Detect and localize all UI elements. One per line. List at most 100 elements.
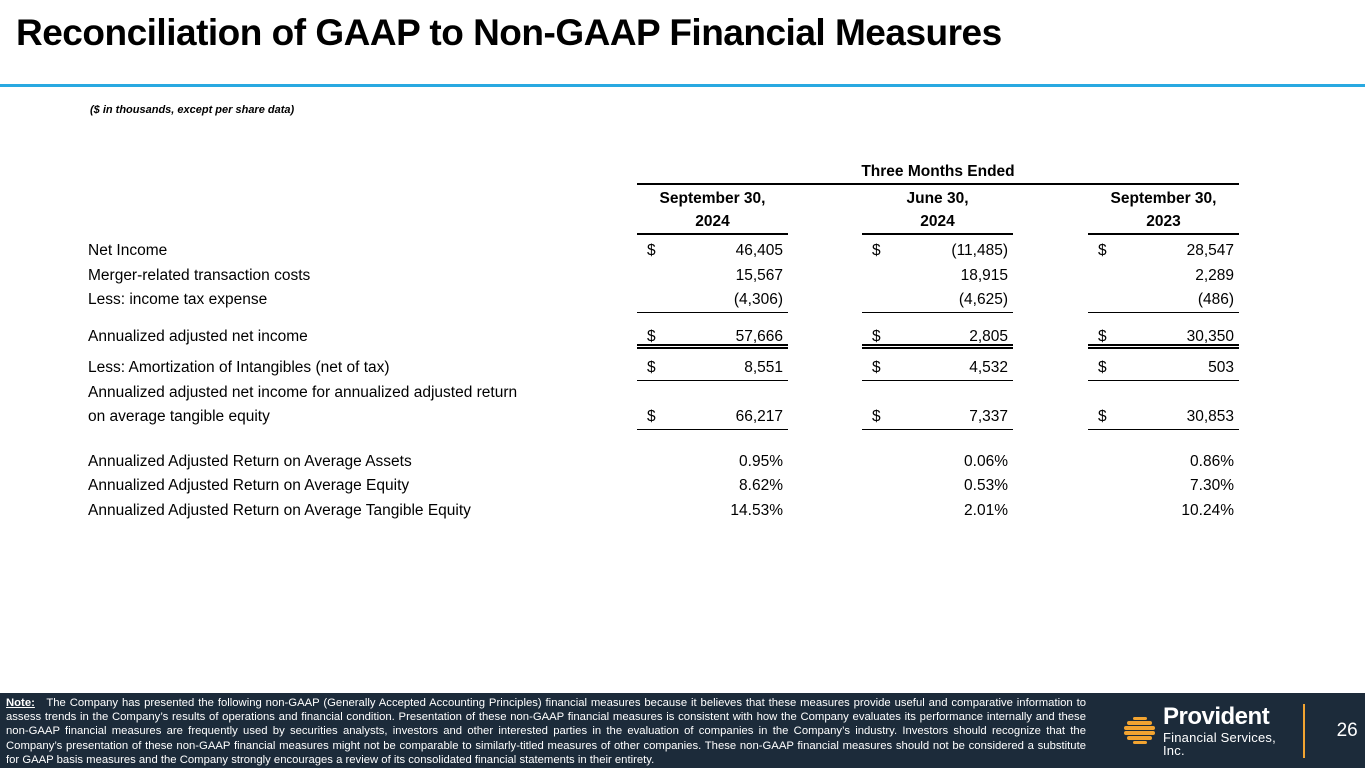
value: (11,485) — [951, 242, 1008, 259]
currency-symbol: $ — [647, 242, 656, 259]
value: 10.24% — [1181, 501, 1234, 519]
column-header-sep-2023: September 30, 2023 — [1088, 185, 1239, 235]
value: 8,551 — [744, 359, 783, 376]
value-cell: 0.95% — [637, 450, 788, 475]
value: 30,350 — [1186, 327, 1234, 345]
table-row-merger-costs: Merger-related transaction costs 15,567 … — [88, 264, 1239, 289]
table-row-amortization: Less: Amortization of Intangibles (net o… — [88, 356, 1239, 381]
value-cell: $57,666 — [637, 325, 788, 349]
brand-subtitle: Financial Services, Inc. — [1163, 729, 1276, 758]
value-cell: $46,405 — [637, 239, 788, 264]
value: 2,805 — [969, 327, 1008, 345]
value: 28,547 — [1186, 242, 1234, 259]
brand-divider — [1302, 703, 1306, 758]
value: (486) — [1197, 291, 1234, 308]
value: 2.01% — [964, 501, 1008, 519]
value-cell: $8,551 — [637, 356, 788, 381]
currency-symbol: $ — [1098, 327, 1107, 345]
value-cell: 0.06% — [862, 450, 1013, 475]
row-label: Net Income — [88, 242, 168, 259]
value-cell: 18,915 — [862, 264, 1013, 289]
value: 57,666 — [735, 327, 783, 345]
footer-bar: Note: The Company has presented the foll… — [0, 693, 1365, 768]
row-label: Less: income tax expense — [88, 291, 268, 308]
value-cell: 10.24% — [1088, 499, 1239, 524]
value: 30,853 — [1186, 408, 1234, 425]
value: (4,306) — [733, 291, 783, 308]
value: 18,915 — [960, 266, 1008, 284]
value: 0.86% — [1190, 452, 1234, 470]
value-cell: $30,853 — [1088, 405, 1239, 430]
value: 66,217 — [735, 408, 783, 425]
gaap-reconciliation-table: Three Months Ended September 30, 2024 Ju… — [88, 162, 1239, 523]
value-cell: 2.01% — [862, 499, 1013, 524]
value: 8.62% — [739, 477, 783, 494]
value-cell: 15,567 — [637, 264, 788, 289]
note-label: Note: — [6, 697, 35, 709]
value: (4,625) — [958, 291, 1008, 308]
row-label: Annualized Adjusted Return on Average As… — [88, 452, 412, 470]
currency-symbol: $ — [872, 408, 881, 425]
column-header-jun-2024: June 30, 2024 — [862, 185, 1013, 235]
column-headers: September 30, 2024 June 30, 2024 Septemb… — [88, 185, 1239, 235]
table-row-return-avg-tangible-equity: Annualized Adjusted Return on Average Ta… — [88, 499, 1239, 524]
row-label: Annualized Adjusted Return on Average Ta… — [88, 501, 471, 519]
value-cell: $503 — [1088, 356, 1239, 381]
brand-text: Provident Financial Services, Inc. — [1163, 702, 1287, 758]
brand-block: Provident Financial Services, Inc. 26 — [1124, 693, 1365, 768]
currency-symbol: $ — [1098, 242, 1107, 259]
value: 0.95% — [739, 452, 783, 470]
value: 4,532 — [969, 359, 1008, 376]
row-label: Annualized adjusted net income for annua… — [88, 383, 518, 401]
units-note: ($ in thousands, except per share data) — [90, 104, 295, 116]
row-label: Annualized Adjusted Return on Average Eq… — [88, 477, 410, 494]
provident-beehive-icon — [1124, 716, 1155, 745]
brand-name: Provident — [1163, 702, 1270, 730]
row-label: Annualized adjusted net income — [88, 327, 308, 345]
value-cell: 8.62% — [637, 474, 788, 499]
value-cell: 2,289 — [1088, 264, 1239, 289]
value-cell: $4,532 — [862, 356, 1013, 381]
value-cell: 0.53% — [862, 474, 1013, 499]
value: 14.53% — [730, 501, 783, 519]
table-row-income-tax: Less: income tax expense (4,306) (4,625)… — [88, 288, 1239, 313]
currency-symbol: $ — [1098, 359, 1107, 376]
value-cell: $28,547 — [1088, 239, 1239, 264]
value-cell: $ (11,485) — [862, 239, 1013, 264]
value: 7.30% — [1190, 477, 1234, 494]
value-cell: $7,337 — [862, 405, 1013, 430]
value-cell: 14.53% — [637, 499, 788, 524]
table-row-tangible-return-label: Annualized adjusted net income for annua… — [88, 381, 1239, 406]
column-header-sep-2024: September 30, 2024 — [637, 185, 788, 235]
value: 7,337 — [969, 408, 1008, 425]
title-divider — [0, 84, 1365, 87]
table-row-return-avg-equity: Annualized Adjusted Return on Average Eq… — [88, 474, 1239, 499]
currency-symbol: $ — [872, 327, 881, 345]
page-number: 26 — [1336, 719, 1358, 741]
currency-symbol: $ — [647, 408, 656, 425]
table-row-net-income: Net Income $46,405 $ (11,485) $28,547 — [88, 239, 1239, 264]
currency-symbol: $ — [647, 327, 656, 345]
value: 0.06% — [964, 452, 1008, 470]
value-cell: $30,350 — [1088, 325, 1239, 349]
table-row-return-avg-assets: Annualized Adjusted Return on Average As… — [88, 450, 1239, 475]
row-label: Merger-related transaction costs — [88, 266, 311, 284]
page-title: Reconciliation of GAAP to Non-GAAP Finan… — [16, 12, 1002, 53]
value-cell: 0.86% — [1088, 450, 1239, 475]
value: 0.53% — [964, 477, 1008, 494]
value-cell: $2,805 — [862, 325, 1013, 349]
table-row-adjusted-net-income: Annualized adjusted net income $57,666 $… — [88, 325, 1239, 349]
value-cell: 7.30% — [1088, 474, 1239, 499]
disclaimer-note: Note: The Company has presented the foll… — [6, 696, 1086, 767]
value: 46,405 — [735, 242, 783, 259]
currency-symbol: $ — [872, 359, 881, 376]
currency-symbol: $ — [1098, 408, 1107, 425]
note-text: The Company has presented the following … — [6, 697, 1086, 766]
period-header: Three Months Ended — [637, 162, 1239, 185]
value-cell: (4,306) — [637, 288, 788, 313]
currency-symbol: $ — [872, 242, 881, 259]
value-cell: (486) — [1088, 288, 1239, 313]
value-cell: (4,625) — [862, 288, 1013, 313]
value: 503 — [1208, 359, 1234, 376]
row-label: on average tangible equity — [88, 408, 270, 425]
